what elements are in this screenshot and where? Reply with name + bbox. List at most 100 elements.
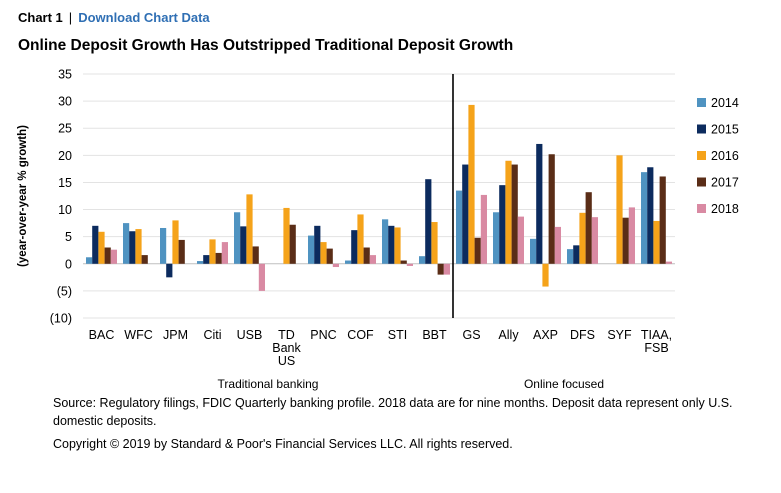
bar (542, 263, 549, 287)
bar (363, 247, 370, 264)
bar (123, 223, 130, 264)
bar (474, 237, 481, 264)
bar (104, 247, 111, 264)
x-tick-label: COF (347, 328, 374, 342)
bar (579, 212, 586, 264)
bar (493, 212, 500, 264)
bar (622, 217, 629, 264)
bar (462, 164, 469, 264)
bar (665, 261, 672, 264)
bar (548, 154, 555, 264)
y-tick-label: 20 (58, 149, 72, 163)
bar (160, 227, 167, 264)
bar (591, 217, 598, 264)
bar (499, 185, 506, 264)
chart-title: Online Deposit Growth Has Outstripped Tr… (18, 37, 514, 54)
bar (616, 155, 623, 264)
bar (641, 172, 648, 264)
x-tick-label: JPM (163, 328, 188, 342)
bar (530, 238, 537, 264)
legend-swatch (697, 98, 706, 107)
bar (246, 194, 253, 264)
y-tick-label: 35 (58, 68, 72, 82)
bar (357, 214, 364, 264)
y-tick-label: 10 (58, 203, 72, 217)
legend-label: 2016 (711, 149, 739, 163)
bar (431, 222, 438, 264)
bar (505, 160, 512, 264)
bar (400, 260, 407, 264)
bar (653, 220, 660, 264)
bar (283, 207, 290, 264)
bar (480, 194, 487, 264)
bar (240, 226, 247, 264)
group-label: Online focused (524, 377, 604, 391)
legend-swatch (697, 124, 706, 134)
bar (511, 164, 518, 264)
bar (197, 261, 204, 264)
bar (345, 260, 352, 264)
bar (468, 104, 475, 264)
legend-swatch (697, 204, 706, 213)
bar (221, 242, 228, 264)
bar (215, 252, 222, 264)
y-tick-label: 15 (58, 176, 72, 190)
x-tick-label: SYF (607, 328, 632, 342)
x-tick-label: WFC (124, 328, 152, 342)
bar (394, 227, 401, 264)
legend-swatch (697, 151, 706, 160)
legend-label: 2014 (711, 96, 739, 110)
bar (129, 231, 136, 264)
bar (326, 248, 333, 264)
bar (320, 242, 327, 264)
copyright-note: Copyright © 2019 by Standard & Poor's Fi… (53, 437, 513, 451)
bar (172, 220, 179, 264)
bar (234, 212, 241, 264)
download-chart-data-link[interactable]: Download Chart Data (78, 10, 210, 25)
bar (536, 143, 543, 264)
chart-label: Chart 1 (18, 10, 63, 25)
bar (567, 249, 574, 264)
group-label: Traditional banking (218, 377, 319, 391)
bar (332, 263, 339, 268)
bar (517, 216, 524, 264)
bar (86, 257, 93, 264)
y-tick-label: 30 (58, 95, 72, 109)
bar (135, 229, 142, 264)
x-tick-label: USB (237, 328, 263, 342)
bar (351, 230, 358, 264)
legend-label: 2017 (711, 176, 739, 190)
bar (252, 246, 259, 264)
legend-label: 2018 (711, 202, 739, 216)
bar (628, 207, 635, 264)
bar (456, 190, 463, 264)
bar (437, 263, 444, 275)
bar (92, 225, 99, 264)
bar (388, 225, 395, 264)
x-tick-label: Ally (498, 328, 519, 342)
bar (554, 226, 561, 264)
y-axis-title: (year-over-year % growth) (17, 125, 29, 267)
bar (443, 263, 450, 275)
bar (382, 219, 389, 264)
x-tick-label: GS (462, 328, 480, 342)
x-tick-label: TD Bank US (272, 328, 301, 368)
bar (659, 176, 666, 264)
y-tick-label: (10) (50, 312, 72, 326)
bar (573, 245, 580, 264)
bar (110, 249, 117, 264)
legend-label: 2015 (711, 123, 739, 137)
bar (209, 239, 216, 264)
y-tick-label: 25 (58, 122, 72, 136)
bar (203, 255, 210, 264)
x-tick-label: PNC (310, 328, 336, 342)
bar (98, 231, 105, 264)
bar (258, 263, 265, 291)
x-tick-label: AXP (533, 328, 558, 342)
bar (419, 256, 426, 264)
legend-swatch (697, 177, 706, 187)
bar (369, 255, 376, 264)
bar (178, 239, 185, 264)
y-tick-label: 5 (65, 230, 72, 244)
